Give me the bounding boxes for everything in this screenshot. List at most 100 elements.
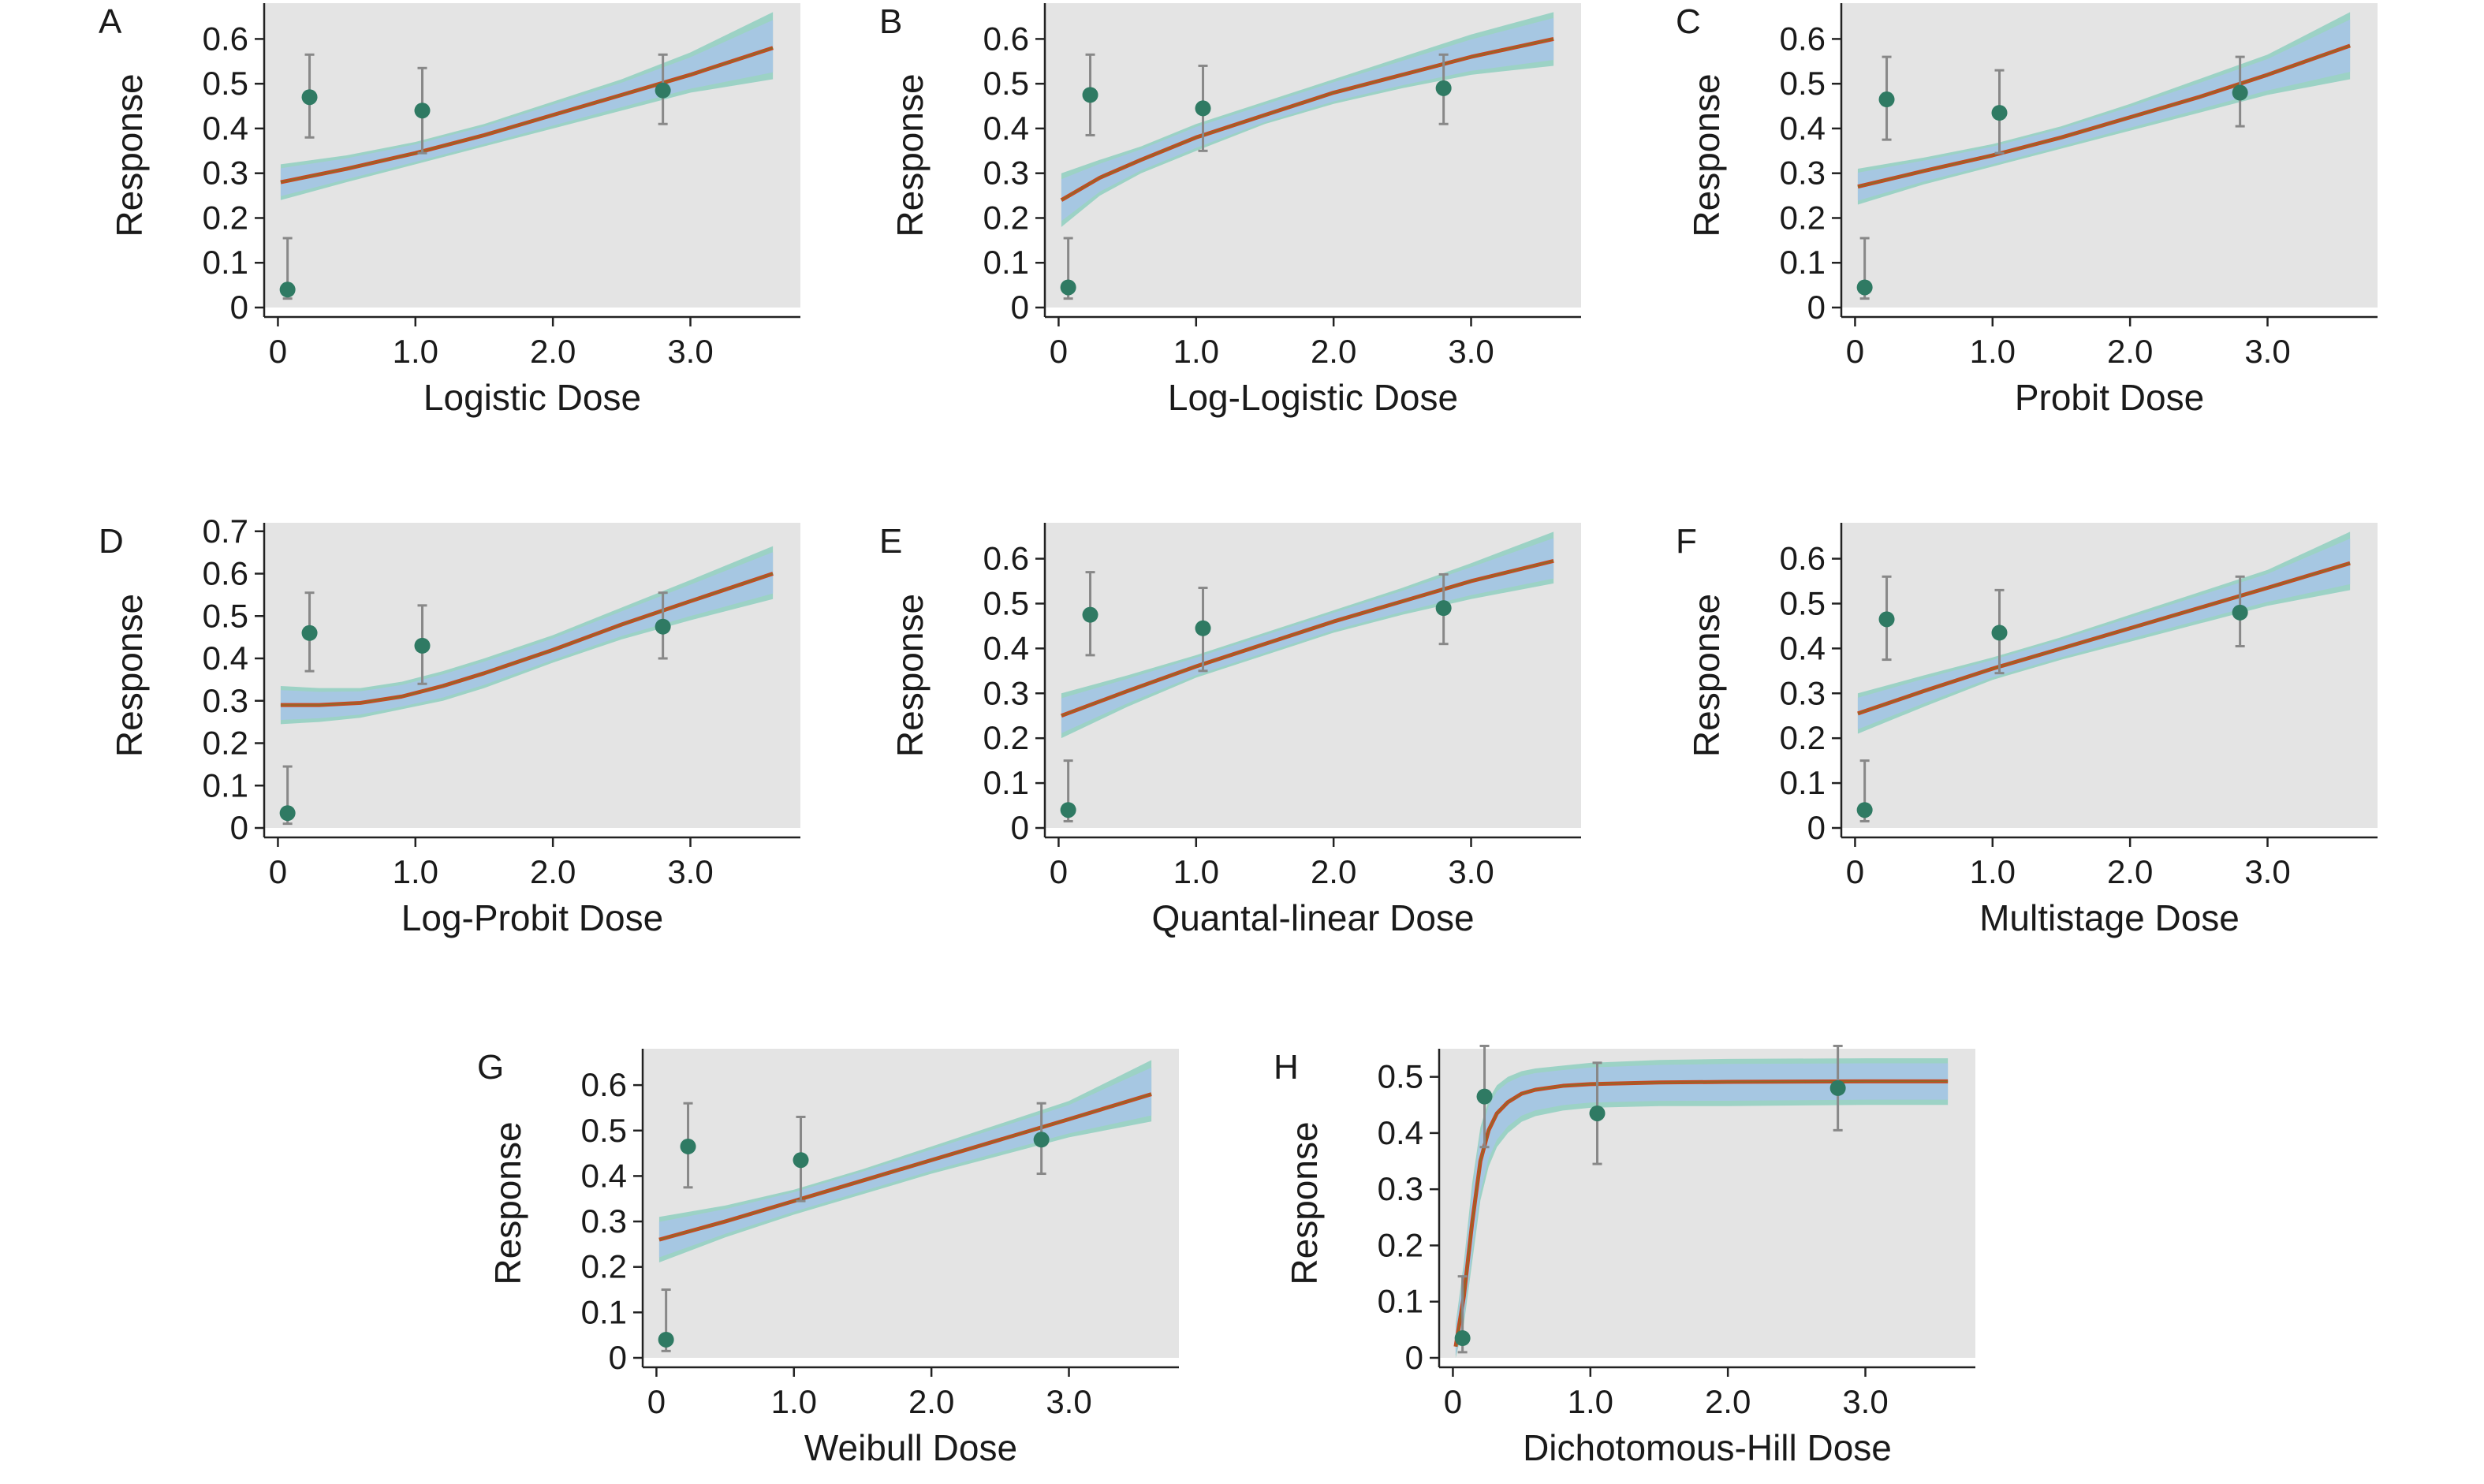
y-tick-label: 0.2 (1780, 199, 1826, 236)
x-tick-label: 3.0 (2244, 853, 2290, 890)
x-tick-label: 3.0 (1448, 853, 1494, 890)
x-tick-label: 2.0 (1311, 853, 1356, 890)
x-axis-title: Log-Probit Dose (401, 897, 663, 938)
data-point-1 (279, 237, 296, 300)
data-marker (658, 1331, 674, 1348)
y-tick-label: 0.6 (203, 20, 248, 57)
data-point-4 (655, 591, 671, 660)
data-marker (279, 805, 296, 822)
y-tick-label: 0.5 (983, 584, 1029, 621)
data-marker (1878, 611, 1895, 628)
data-point-4 (2232, 55, 2248, 128)
panel-f: 0 0.1 0.2 0.3 0.4 0.5 0.6 0 1.0 2.0 3.0Multistage … (1676, 522, 2378, 938)
y-tick-label: 0.4 (1780, 629, 1826, 666)
data-marker (680, 1138, 696, 1154)
y-tick-label: 0.5 (203, 597, 248, 634)
panel-g: 0 0.1 0.2 0.3 0.4 0.5 0.6 0 1.0 2.0 3.0 Weibull Dos… (477, 1048, 1179, 1468)
data-point-4 (655, 53, 671, 125)
y-axis-title: Response (1686, 594, 1727, 757)
x-tick-label: 0 (1050, 333, 1068, 370)
data-point-4 (1033, 1102, 1050, 1176)
x-tick-label: 1.0 (1173, 853, 1219, 890)
data-point-2 (680, 1102, 696, 1189)
x-tick-label: 3.0 (1046, 1383, 1091, 1420)
y-tick-label: 0.7 (203, 513, 248, 550)
fitted-curve-core (1061, 38, 1554, 201)
data-point-3 (1991, 69, 2008, 155)
fitted-curve-core (658, 1093, 1152, 1240)
panel-letter: B (879, 2, 902, 41)
data-point-1 (1060, 237, 1076, 300)
y-tick-label: 0 (1011, 809, 1029, 846)
confidence-band-inner (1455, 1063, 1949, 1355)
data-marker (1991, 105, 2008, 121)
y-axis-title: Response (1686, 73, 1727, 237)
x-tick-label: 2.0 (1705, 1383, 1751, 1420)
panel-letter: C (1676, 2, 1701, 41)
y-tick-label: 0.6 (983, 20, 1029, 57)
x-axis-title: Probit Dose (2015, 377, 2204, 418)
y-axis-title: Response (109, 594, 150, 757)
y-tick-label: 0.1 (1780, 244, 1826, 281)
y-tick-label: 0.1 (1780, 764, 1826, 801)
y-tick-label: 0.2 (1780, 719, 1826, 756)
data-point-1 (658, 1288, 674, 1352)
data-point-3 (414, 66, 431, 155)
data-marker (279, 282, 296, 298)
data-marker (301, 625, 318, 641)
data-point-2 (1082, 53, 1098, 136)
y-tick-label: 0.2 (983, 199, 1029, 236)
data-marker (2232, 604, 2248, 621)
y-tick-label: 0.6 (581, 1066, 627, 1103)
y-tick-label: 0 (1405, 1339, 1423, 1376)
x-tick-label: 0 (1846, 853, 1864, 890)
x-tick-label: 1.0 (771, 1383, 817, 1420)
data-point-3 (1195, 587, 1211, 673)
fitted-curve-core (280, 572, 774, 706)
data-marker (1060, 802, 1076, 818)
y-tick-label: 0.5 (203, 65, 248, 102)
data-point-2 (1082, 571, 1098, 657)
y-axis-title: Response (487, 1121, 528, 1285)
y-axis-title: Response (109, 73, 150, 237)
fitted-curve-core (1061, 560, 1554, 717)
y-tick-label: 0.1 (983, 244, 1029, 281)
y-tick-label: 0.3 (983, 155, 1029, 192)
x-axis-title: Weibull Dose (804, 1427, 1017, 1468)
panel-e: 0 0.1 0.2 0.3 0.4 0.5 0.6 0 1.0 2.0 3.0 Quantal-lin… (879, 522, 1581, 938)
y-tick-label: 0.2 (983, 719, 1029, 756)
data-point-2 (1476, 1044, 1493, 1149)
data-marker (1033, 1132, 1050, 1148)
y-tick-label: 0.3 (581, 1202, 627, 1240)
x-tick-label: 2.0 (908, 1383, 954, 1420)
y-axis-title: Response (890, 594, 931, 757)
y-tick-label: 0.6 (1780, 20, 1826, 57)
data-marker (655, 618, 671, 635)
y-tick-label: 0.2 (203, 725, 248, 762)
y-tick-label: 0.6 (983, 540, 1029, 577)
data-point-2 (301, 591, 318, 673)
data-point-3 (1589, 1061, 1606, 1165)
data-point-3 (1195, 64, 1211, 152)
y-tick-label: 0.4 (203, 110, 248, 147)
data-marker (1856, 802, 1873, 818)
data-marker (414, 637, 431, 654)
x-tick-label: 2.0 (530, 333, 576, 370)
y-axis-title: Response (890, 73, 931, 237)
x-tick-label: 0 (647, 1383, 666, 1420)
data-point-4 (1829, 1044, 1846, 1132)
y-tick-label: 0.1 (983, 764, 1029, 801)
y-tick-label: 0 (609, 1339, 627, 1376)
fitted-curve-core (1455, 1080, 1949, 1347)
y-tick-label: 0.2 (203, 199, 248, 236)
x-tick-label: 1.0 (1970, 853, 2016, 890)
y-tick-label: 0.4 (203, 639, 248, 677)
data-point-1 (279, 765, 296, 826)
data-point-2 (1878, 55, 1895, 141)
y-tick-label: 0.4 (983, 629, 1029, 666)
data-marker (793, 1152, 809, 1169)
y-tick-label: 0 (230, 809, 248, 846)
y-tick-label: 0.4 (1780, 110, 1826, 147)
y-tick-label: 0 (230, 289, 248, 326)
x-tick-label: 1.0 (1568, 1383, 1613, 1420)
